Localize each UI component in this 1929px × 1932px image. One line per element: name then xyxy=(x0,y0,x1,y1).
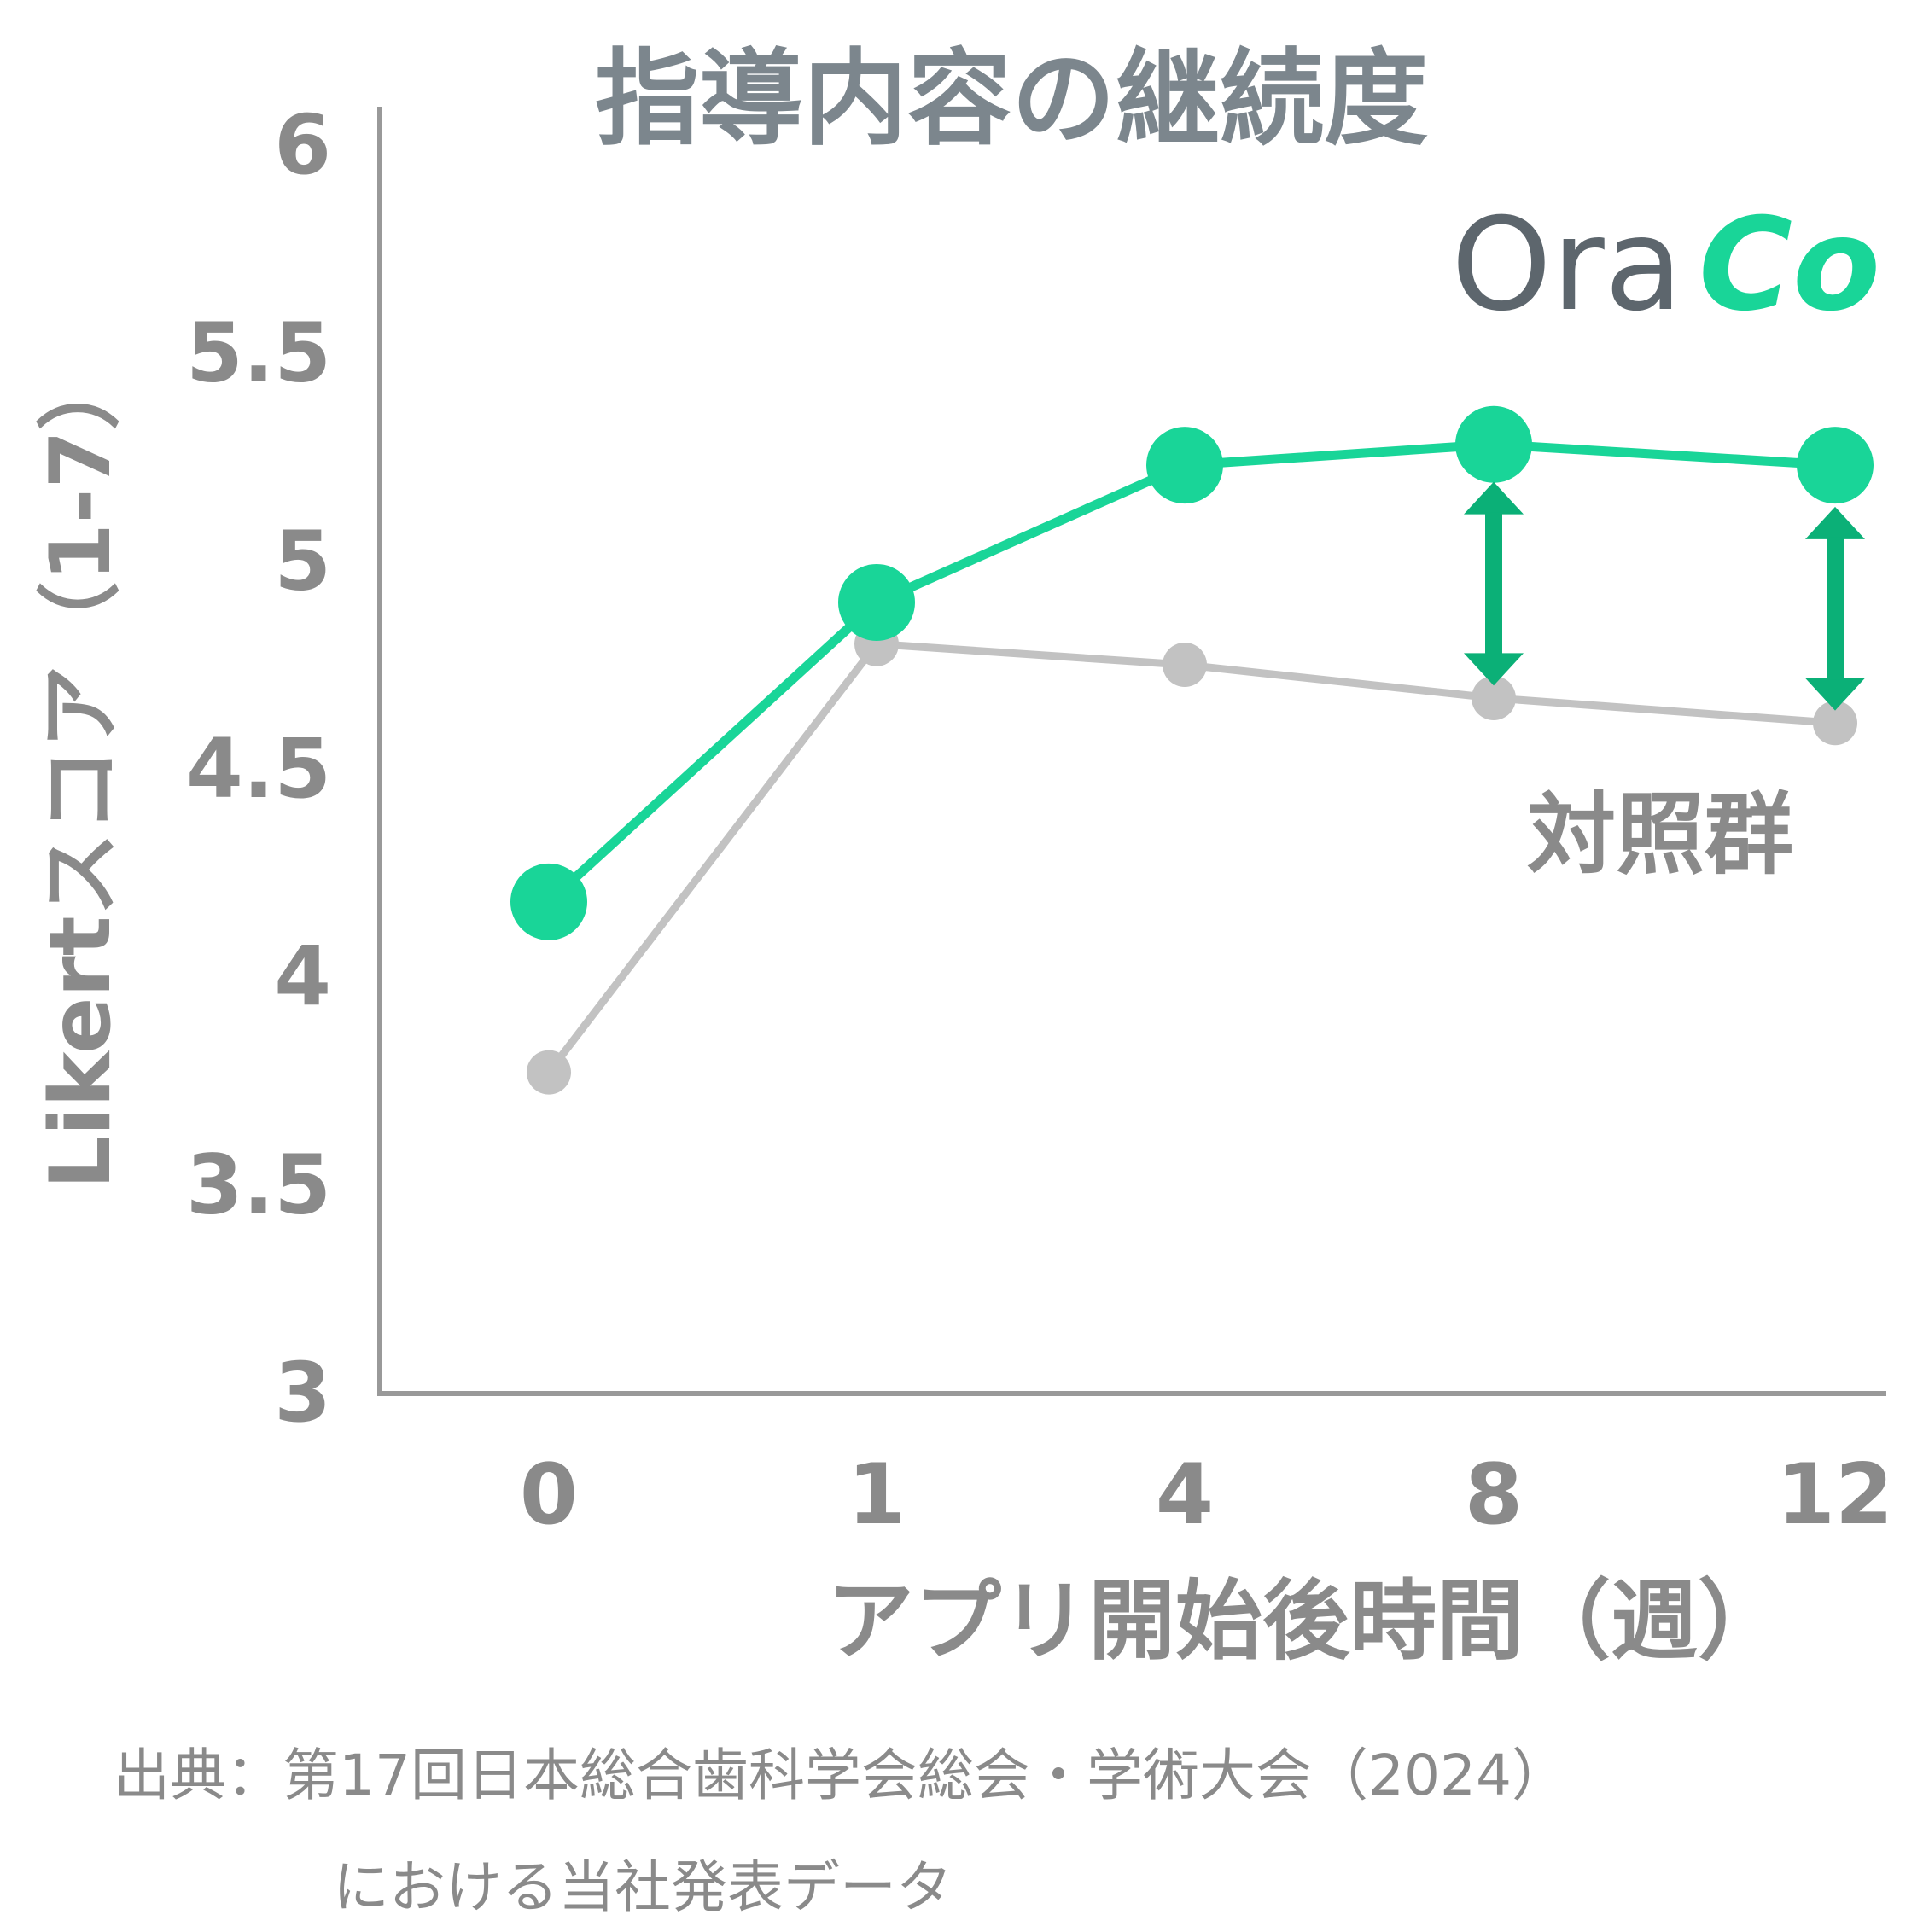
y-tick-label: 3 xyxy=(274,1345,331,1440)
point-oraco xyxy=(1146,427,1223,504)
double-arrow xyxy=(1464,481,1524,686)
y-tick-label: 5 xyxy=(274,513,331,608)
y-axis-label: Likertスコア（1-7） xyxy=(32,346,130,1189)
x-tick-label: 4 xyxy=(1156,1446,1214,1544)
arrow-annotations xyxy=(1464,481,1865,711)
point-control xyxy=(1813,701,1857,746)
y-tick-label: 4.5 xyxy=(186,721,331,817)
y-tick-label: 3.5 xyxy=(186,1137,331,1232)
y-tick-labels: 3 3.5 4 4.5 5 5.5 6 xyxy=(186,97,331,1440)
y-tick-label: 4 xyxy=(274,929,331,1025)
control-series-label: 対照群 xyxy=(1527,783,1793,887)
arrow-head-up xyxy=(1464,481,1524,515)
series-oraco xyxy=(510,405,1874,940)
logo-text-ora: Ora xyxy=(1451,191,1683,340)
x-axis-label: アプリ開始後時間（週） xyxy=(827,1571,1785,1673)
point-oraco xyxy=(838,563,915,641)
logo-text-co: Co xyxy=(1699,191,1880,340)
point-control xyxy=(527,1050,571,1095)
source-line-2: における当社発表データ xyxy=(333,1854,953,1920)
x-tick-label: 8 xyxy=(1465,1446,1523,1544)
axes xyxy=(377,107,1886,1396)
x-tick-label: 12 xyxy=(1777,1446,1893,1544)
chart-title: 指導内容の継続度 xyxy=(595,38,1428,160)
point-oraco xyxy=(1797,427,1874,504)
x-tick-label: 0 xyxy=(520,1446,578,1544)
x-tick-label: 1 xyxy=(848,1446,906,1544)
y-tick-label: 6 xyxy=(274,97,331,193)
x-tick-labels: 0 1 4 8 12 xyxy=(520,1446,1893,1544)
point-control xyxy=(1163,643,1207,688)
arrow-head-up xyxy=(1805,506,1865,539)
series-layer xyxy=(510,405,1874,1095)
y-tick-label: 5.5 xyxy=(186,306,331,401)
point-oraco xyxy=(1455,405,1532,483)
point-control xyxy=(1472,676,1516,721)
point-oraco xyxy=(510,863,587,940)
arrow-head-down xyxy=(1464,653,1524,686)
double-arrow xyxy=(1805,506,1865,711)
arrow-head-down xyxy=(1805,678,1865,711)
oraco-logo: Ora Co xyxy=(1451,191,1880,340)
source-line-1: 出典：第17回日本総合歯科学会総会・学術大会（2024） xyxy=(114,1743,1568,1808)
